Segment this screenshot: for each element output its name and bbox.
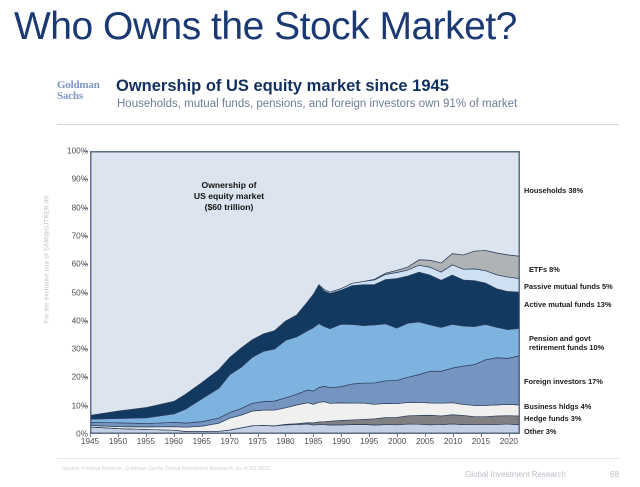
chart-annotation-line-3: ($60 trillion) [204, 202, 254, 212]
chart-annotation-line-1: Ownership of [201, 180, 257, 190]
x-axis-tick-mark [257, 434, 259, 437]
x-axis-tick-label: 1945 [80, 437, 100, 446]
x-axis-tick-label: 1975 [248, 437, 267, 446]
y-axis-tick-label: 90% [71, 174, 88, 184]
x-axis-tick-label: 2005 [415, 437, 435, 446]
y-axis-tick-label: 10% [71, 401, 88, 411]
y-axis-tick-mark [84, 207, 88, 209]
x-axis-tick-mark [341, 434, 343, 437]
x-axis-tick-label: 2010 [443, 437, 463, 446]
y-axis-tick-mark [84, 264, 88, 266]
x-axis-tick-label: 1990 [332, 437, 351, 446]
y-axis-tick-label: 60% [71, 259, 88, 269]
x-axis-tick-mark [173, 434, 175, 437]
page-title: Who Owns the Stock Market? [14, 5, 517, 48]
x-axis-tick-label: 2015 [471, 437, 491, 446]
series-label-active: Active mutual funds 13% [524, 300, 612, 309]
series-label-hedge: Hedge funds 3% [524, 414, 582, 423]
x-axis-tick-mark [117, 434, 119, 437]
chart-annotation-line-2: US equity market [193, 191, 265, 201]
y-axis-tick-mark [84, 405, 88, 407]
series-label-passive: Passive mutual funds 5% [524, 282, 613, 291]
series-label-pension1: Pension and govt [529, 334, 591, 343]
goldman-sachs-logo: Goldman Sachs [57, 80, 109, 101]
x-axis-tick-label: 1995 [360, 437, 379, 446]
x-axis-tick-label: 2000 [388, 437, 407, 446]
x-axis-tick-label: 1985 [304, 437, 323, 446]
stacked-area-chart [90, 151, 520, 434]
logo-line-2: Sachs [57, 89, 83, 102]
x-axis-tick-mark [369, 434, 371, 437]
page-number: 68 [610, 470, 619, 479]
x-axis-tick-label: 1950 [108, 437, 128, 446]
chart-annotation: Ownership of US equity market ($60 trillio… [156, 180, 302, 213]
x-axis-tick-mark [480, 434, 482, 437]
y-axis-tick-mark [84, 377, 88, 379]
series-label-other: Other 3% [524, 427, 557, 436]
x-axis-tick-label: 1980 [276, 437, 295, 446]
series-label-business: Business hldgs 4% [524, 402, 592, 411]
chart-title: Ownership of US equity market since 1945 [116, 77, 449, 95]
x-axis-tick-mark [425, 434, 427, 437]
x-axis-tick-label: 1955 [136, 437, 155, 446]
chart-canvas [91, 152, 519, 433]
y-axis-tick-mark [84, 292, 88, 294]
footer-brand: Global Investment Research [465, 470, 566, 479]
x-axis-tick-label: 1970 [220, 437, 239, 446]
series-label-pension2: retirement funds 10% [529, 343, 605, 352]
x-axis-tick-label: 1960 [164, 437, 183, 446]
y-axis-tick-label: 50% [71, 288, 88, 297]
x-axis: 1945 1950 1955 1960 1965 1970 1975 1980 1985 1990… [81, 434, 520, 451]
series-label-households: Households 38% [524, 186, 584, 195]
y-axis-tick-mark [84, 320, 88, 322]
source-note: Source: Federal Reserve, Goldman Sachs G… [62, 466, 272, 472]
y-axis-tick-label: 20% [71, 372, 88, 382]
x-axis-tick-mark [90, 434, 91, 437]
y-axis-tick-mark [84, 235, 88, 237]
footer-divider [57, 458, 619, 459]
y-axis-tick-mark [84, 179, 88, 181]
y-axis-tick-label: 40% [71, 316, 88, 326]
x-axis-tick-mark [285, 434, 287, 437]
header-divider [57, 124, 619, 125]
y-axis-tick-mark [84, 349, 88, 351]
x-axis-tick-mark [229, 434, 231, 437]
y-axis-tick-label: 30% [71, 344, 88, 354]
y-axis: 0% 10% 20% 30% 40% 50% 60% 70% 80% 90% 100% [44, 147, 88, 439]
chart-subtitle: Households, mutual funds, pensions, and … [117, 98, 518, 110]
series-label-foreign: Foreign investors 17% [524, 377, 603, 386]
x-axis-tick-mark [313, 434, 315, 437]
x-axis-tick-label: 2020 [499, 437, 518, 446]
y-axis-tick-label: 0% [76, 429, 88, 439]
x-axis-tick-mark [201, 434, 203, 437]
y-axis-tick-label: 70% [71, 231, 88, 241]
x-axis-tick-mark [452, 434, 454, 437]
series-label-etfs: ETFs 8% [529, 265, 560, 274]
x-axis-tick-label: 1965 [192, 437, 211, 446]
y-axis-tick-label: 80% [71, 203, 88, 213]
x-axis-tick-mark [397, 434, 399, 437]
area-band-households [91, 152, 519, 416]
logo-line-1: Goldman [57, 79, 100, 91]
y-axis-tick-label: 100% [67, 146, 88, 156]
x-axis-tick-mark [508, 434, 510, 437]
y-axis-tick-mark [84, 151, 88, 152]
x-axis-tick-mark [145, 434, 147, 437]
